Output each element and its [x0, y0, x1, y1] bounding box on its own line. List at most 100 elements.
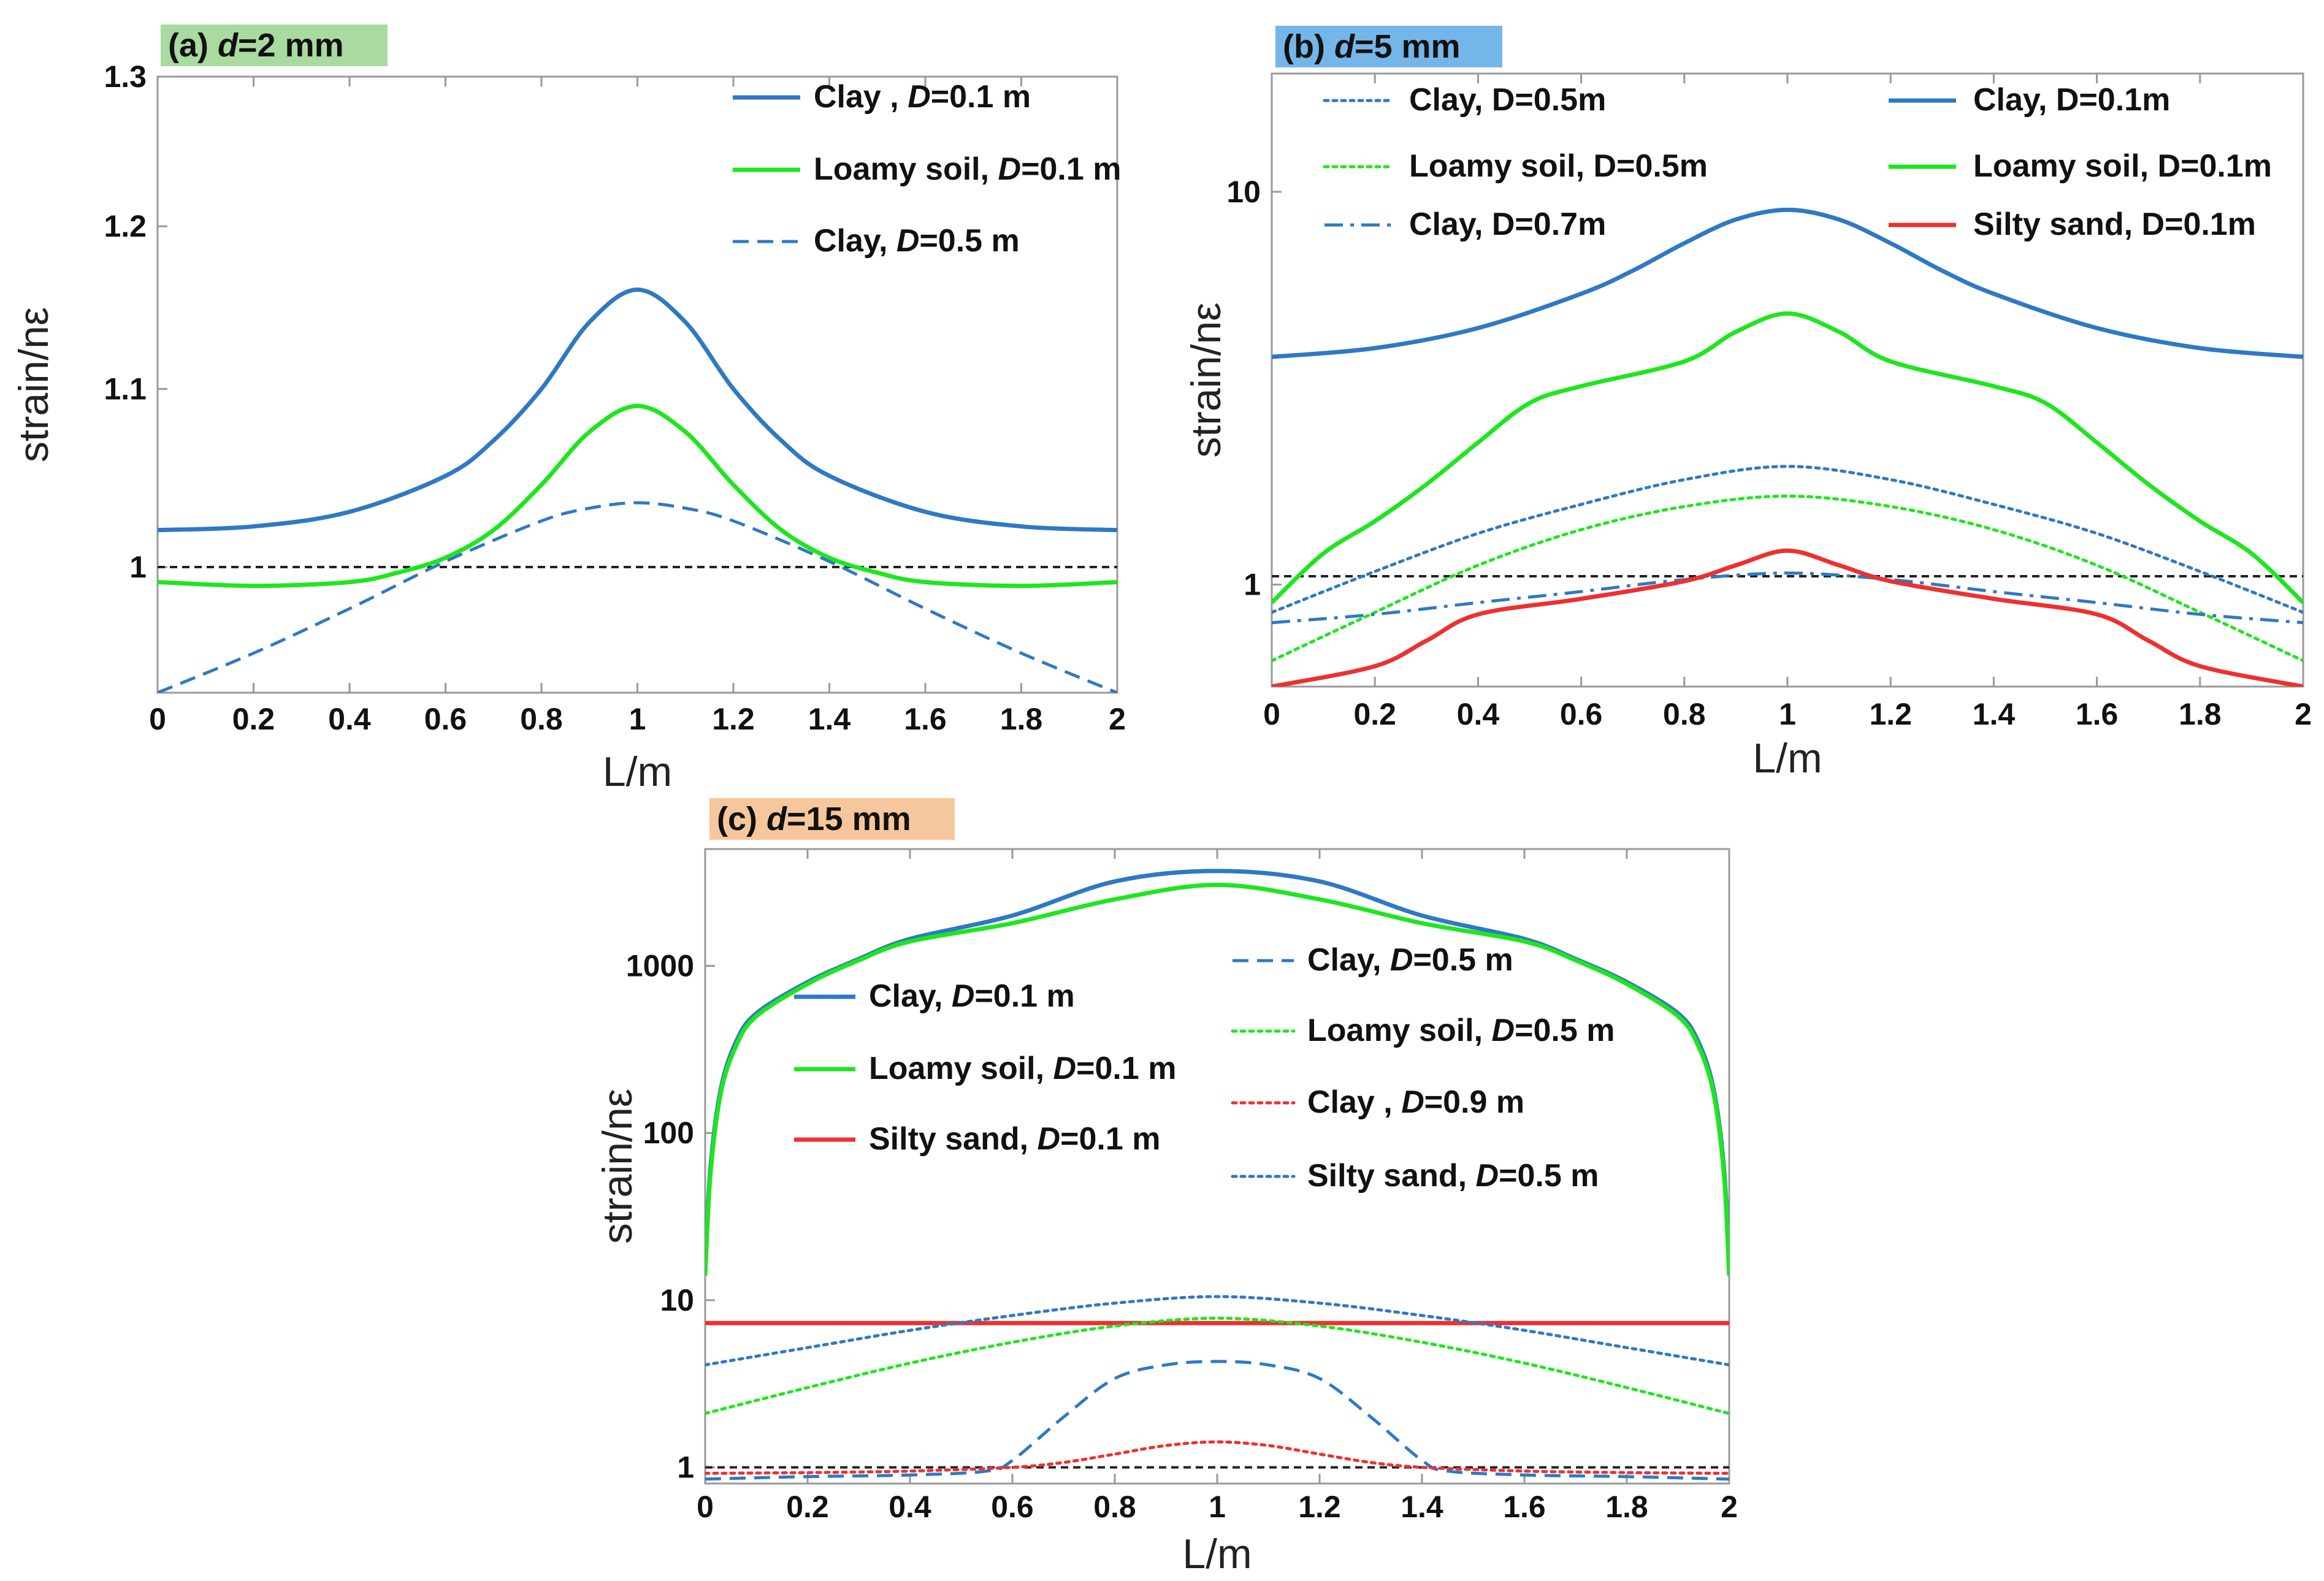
- x-tick-label: 0.4: [1457, 697, 1500, 731]
- legend-label: Loamy soil, D=0.5 m: [1307, 1013, 1615, 1048]
- x-tick-label: 2: [1721, 1490, 1738, 1524]
- x-tick-label: 0.8: [1093, 1490, 1136, 1524]
- legend-label: Loamy soil, D=0.5m: [1409, 148, 1708, 184]
- panel-b-title: (b) d=5 mm: [1283, 28, 1461, 65]
- x-tick-label: 1: [1209, 1490, 1226, 1524]
- y-axis-label: strain/nε: [1183, 302, 1229, 457]
- legend-label: Clay, D=0.5 m: [814, 223, 1020, 259]
- legend-label: Clay, D=0.5 m: [1307, 942, 1513, 978]
- series-group: [705, 869, 1729, 1481]
- y-tick-label: 1: [1244, 568, 1261, 602]
- series-group: [1272, 207, 2303, 687]
- panel-c-chart: (c) d=15 mm 0 0.2 0.4 0.6 0.8 1 1.2 1.4 1.6 1.8 2 1 1…: [594, 798, 1738, 1577]
- panel-title-variable: d: [1334, 28, 1355, 65]
- legend-label: Silty sand, D=0.1 m: [869, 1121, 1160, 1157]
- panel-title-rest: =15 mm: [787, 801, 911, 837]
- x-tick-label: 1.4: [1973, 697, 2016, 731]
- legend-label: Clay, D=0.1m: [1973, 82, 2170, 118]
- legend-label: Loamy soil, D=0.1 m: [869, 1051, 1176, 1086]
- x-tick-label: 1.4: [1401, 1490, 1443, 1524]
- legend-label: Loamy soil, D=0.1m: [1973, 148, 2272, 184]
- x-tick-label: 1.4: [808, 702, 851, 736]
- panel-c-tag-background: [709, 798, 955, 840]
- series-line-4: [1272, 311, 2303, 604]
- x-tick-label: 1: [629, 702, 646, 736]
- panel-a-title: (a) d=2 mm: [168, 27, 344, 64]
- x-tick-label: 2: [2295, 697, 2312, 731]
- x-tick-label: 1.2: [1869, 697, 1912, 731]
- y-tick-label: 1.1: [104, 371, 147, 406]
- series-line-6: [705, 1295, 1729, 1366]
- x-axis-label: L/m: [603, 749, 672, 795]
- legend-label: Clay , D=0.9 m: [1307, 1084, 1524, 1120]
- x-tick-label: 0.2: [232, 702, 275, 736]
- x-tick-label: 0: [1263, 697, 1280, 731]
- panel-b-chart: (b) d=5 mm 0 0.2 0.4 0.6 0.8 1 1.2 1.4 1.6 1.8 2 1 10…: [1183, 26, 2312, 782]
- series-line-3: [705, 1360, 1729, 1481]
- y-tick-label: 1.2: [104, 209, 147, 243]
- series-line-2: [158, 501, 1117, 693]
- x-tick-label: 0.4: [328, 702, 371, 736]
- panel-a-chart: (a) d=2 mm 0 0.2 0.4 0.6 0.8 1 1.2 1.4 1.6 1.8 2 1 1.…: [10, 25, 1126, 795]
- panel-title-prefix: (c): [717, 801, 766, 837]
- x-tick-label: 0.2: [786, 1490, 829, 1524]
- y-tick-label: 10: [1226, 175, 1261, 209]
- y-tick-label: 100: [643, 1116, 694, 1150]
- series-line-0: [705, 869, 1729, 1271]
- series-line-2: [1272, 571, 2303, 625]
- x-tick-label: 1.6: [904, 702, 947, 736]
- series-line-0: [158, 287, 1117, 533]
- x-tick-label: 1.2: [1298, 1490, 1341, 1524]
- y-tick-label: 1: [129, 550, 147, 584]
- y-tick-label: 1000: [626, 949, 694, 983]
- series-group: [158, 287, 1117, 693]
- x-tick-label: 1.8: [1000, 702, 1043, 736]
- series-line-0: [1272, 465, 2303, 614]
- panel-title-prefix: (b): [1283, 28, 1334, 65]
- x-tick-label: 0.8: [1663, 697, 1706, 731]
- panel-a-tag-background: [161, 25, 388, 66]
- x-tick-label: 0: [149, 702, 166, 736]
- y-tick-label: 1.3: [104, 59, 147, 94]
- y-tick-label: 1: [677, 1450, 694, 1485]
- y-axis-label: strain/nε: [10, 307, 57, 462]
- series-line-5: [1272, 548, 2303, 687]
- x-axis-label: L/m: [1753, 735, 1822, 782]
- x-tick-label: 1.6: [1503, 1490, 1546, 1524]
- x-tick-label: 1.2: [712, 702, 755, 736]
- legend-label: Clay, D=0.1 m: [869, 978, 1075, 1014]
- panel-c-title: (c) d=15 mm: [717, 801, 911, 837]
- y-axis-label: strain/nε: [594, 1089, 641, 1244]
- legend-label: Clay, D=0.7m: [1409, 207, 1606, 242]
- x-tick-label: 0.6: [424, 702, 467, 736]
- panel-title-rest: =2 mm: [238, 27, 344, 64]
- panel-title-rest: =5 mm: [1355, 28, 1461, 65]
- x-tick-label: 1.6: [2076, 697, 2119, 731]
- x-tick-label: 0.6: [1560, 697, 1603, 731]
- panel-b-tag-background: [1275, 26, 1502, 67]
- series-line-1: [705, 882, 1729, 1276]
- x-tick-label: 1.8: [2179, 697, 2222, 731]
- series-line-4: [705, 1316, 1729, 1415]
- x-tick-label: 0.6: [991, 1490, 1034, 1524]
- legend-label: Clay, D=0.5m: [1409, 82, 1606, 118]
- y-tick-label: 10: [660, 1283, 694, 1317]
- panel-title-variable: d: [218, 27, 239, 64]
- panel-title-variable: d: [766, 801, 787, 837]
- x-tick-label: 1.8: [1605, 1490, 1648, 1524]
- x-tick-label: 0.2: [1353, 697, 1396, 731]
- legend-label: Loamy soil, D=0.1 m: [814, 151, 1121, 187]
- x-axis-label: L/m: [1182, 1531, 1252, 1577]
- series-line-1: [158, 403, 1117, 589]
- x-tick-label: 1: [1779, 697, 1796, 731]
- panel-title-prefix: (a): [168, 27, 218, 64]
- x-tick-label: 2: [1109, 702, 1126, 736]
- series-line-5: [705, 1440, 1729, 1475]
- x-tick-label: 0.8: [520, 702, 563, 736]
- legend-label: Silty sand, D=0.5 m: [1307, 1158, 1599, 1194]
- legend-label: Silty sand, D=0.1m: [1973, 207, 2256, 242]
- legend-label: Clay , D=0.1 m: [814, 79, 1031, 115]
- x-tick-label: 0.4: [889, 1490, 931, 1524]
- series-line-3: [1272, 207, 2303, 359]
